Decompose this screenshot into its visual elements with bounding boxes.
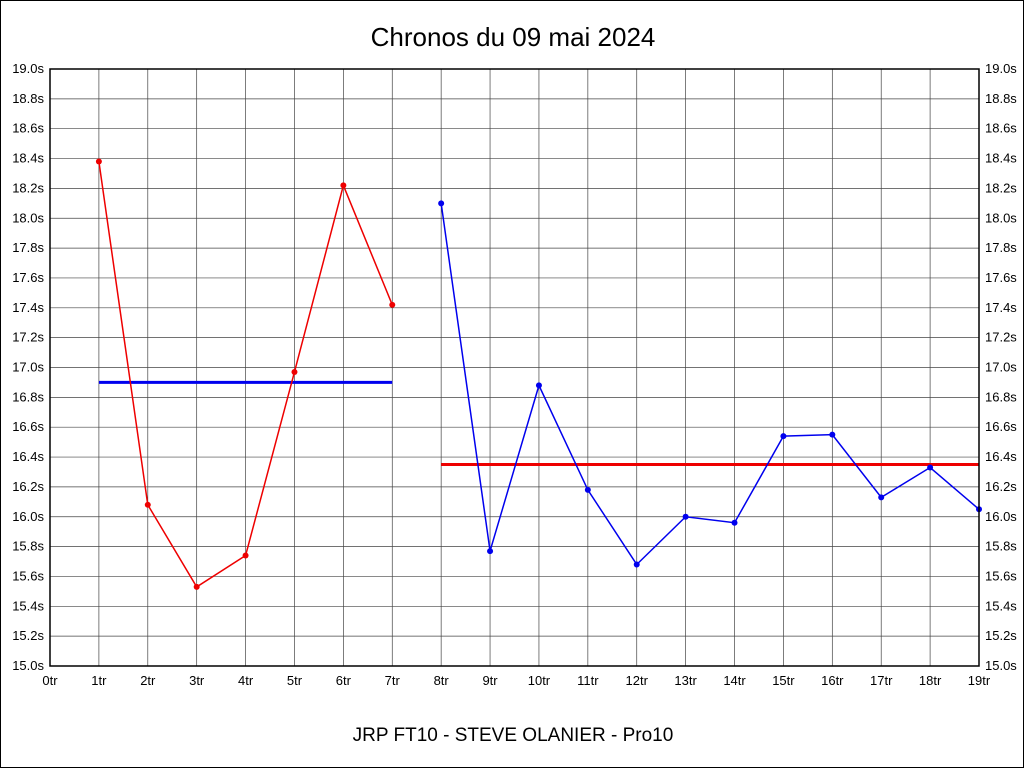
data-point [95,158,102,165]
data-point [291,368,298,375]
x-axis-tick-label: 13tr [674,673,697,688]
plot-border [49,68,980,667]
x-axis-tick-label: 18tr [919,673,942,688]
y-axis-tick-label-left: 16.6s [12,419,44,434]
axis-labels-layer: 0tr 1tr 2tr 3tr 4tr 5tr 6tr 7tr 8tr 9tr 10tr 11tr 12… [12,61,1017,688]
x-axis-tick-label: 7tr [385,673,401,688]
x-axis-tick-label: 6tr [336,673,352,688]
average-lines-layer [98,380,979,467]
y-axis-tick-label-right: 15.8s [985,539,1017,554]
x-axis-tick-label: 2tr [140,673,156,688]
y-axis-tick-label-left: 18.6s [12,121,44,136]
data-point [242,552,249,559]
y-axis-tick-label-left: 17.6s [12,270,44,285]
y-axis-tick-label-right: 17.0s [985,360,1017,375]
data-point [780,433,787,440]
data-point [878,494,885,501]
y-axis-tick-label-left: 17.8s [12,240,44,255]
y-axis-tick-label-left: 16.0s [12,509,44,524]
grid-layer [49,68,980,667]
y-axis-tick-label-right: 15.4s [985,598,1017,613]
y-axis-tick-label-right: 18.0s [985,210,1017,225]
data-point [389,301,396,308]
x-axis-tick-label: 17tr [870,673,893,688]
series-line [440,203,980,566]
y-axis-tick-label-right: 16.8s [985,389,1017,404]
y-axis-tick-label-left: 15.4s [12,598,44,613]
y-axis-tick-label-right: 17.2s [985,330,1017,345]
x-axis-tick-label: 0tr [42,673,58,688]
chart-title: Chronos du 09 mai 2024 [371,22,656,52]
y-axis-tick-label-right: 17.4s [985,300,1017,315]
data-point [487,548,494,555]
data-point [584,486,591,493]
data-point [633,561,640,568]
x-axis-tick-label: 11tr [577,673,599,688]
x-axis-tick-label: 9tr [482,673,498,688]
y-axis-tick-label-right: 15.0s [985,658,1017,673]
x-axis-tick-label: 5tr [287,673,303,688]
x-axis-tick-label: 3tr [189,673,205,688]
y-axis-tick-label-right: 16.6s [985,419,1017,434]
y-axis-tick-label-right: 16.2s [985,479,1017,494]
y-axis-tick-label-left: 17.4s [12,300,44,315]
x-axis-tick-label: 16tr [821,673,844,688]
data-point [829,431,836,438]
chart-caption: JRP FT10 - STEVE OLANIER - Pro10 [353,725,674,746]
y-axis-tick-label-left: 16.4s [12,449,44,464]
y-axis-tick-label-left: 19.0s [12,61,44,76]
data-point [340,182,347,189]
x-axis-tick-label: 10tr [528,673,551,688]
data-point [731,519,738,526]
y-axis-tick-label-right: 15.6s [985,568,1017,583]
y-axis-tick-label-right: 16.4s [985,449,1017,464]
y-axis-tick-label-left: 17.0s [12,360,44,375]
data-point [535,382,542,389]
y-axis-tick-label-left: 18.2s [12,180,44,195]
y-axis-tick-label-left: 17.2s [12,330,44,345]
series-layer [95,158,982,590]
x-axis-tick-label: 8tr [434,673,450,688]
x-axis-tick-label: 14tr [723,673,746,688]
y-axis-tick-label-right: 15.2s [985,628,1017,643]
y-axis-tick-label-left: 15.6s [12,568,44,583]
y-axis-tick-label-right: 18.2s [985,180,1017,195]
y-axis-tick-label-right: 17.6s [985,270,1017,285]
y-axis-tick-label-left: 15.0s [12,658,44,673]
data-point [144,501,151,508]
y-axis-tick-label-right: 18.4s [985,151,1017,166]
data-point [927,464,934,471]
y-axis-tick-label-right: 19.0s [985,61,1017,76]
y-axis-tick-label-left: 16.2s [12,479,44,494]
y-axis-tick-label-left: 18.4s [12,151,44,166]
x-axis-tick-label: 1tr [91,673,107,688]
data-point [193,583,200,590]
data-point [438,200,445,207]
data-point [682,513,689,520]
x-axis-tick-label: 15tr [772,673,795,688]
x-axis-tick-label: 12tr [626,673,649,688]
y-axis-tick-label-right: 18.8s [985,91,1017,106]
y-axis-tick-label-right: 17.8s [985,240,1017,255]
y-axis-tick-label-left: 18.8s [12,91,44,106]
x-axis-tick-label: 4tr [238,673,254,688]
y-axis-tick-label-left: 18.0s [12,210,44,225]
y-axis-tick-label-left: 16.8s [12,389,44,404]
y-axis-tick-label-left: 15.8s [12,539,44,554]
y-axis-tick-label-right: 18.6s [985,121,1017,136]
y-axis-tick-label-left: 15.2s [12,628,44,643]
y-axis-tick-label-right: 16.0s [985,509,1017,524]
x-axis-tick-label: 19tr [968,673,991,688]
